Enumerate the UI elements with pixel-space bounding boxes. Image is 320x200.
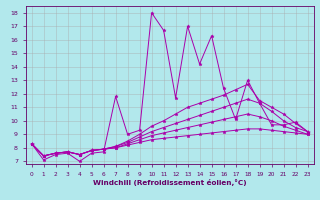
X-axis label: Windchill (Refroidissement éolien,°C): Windchill (Refroidissement éolien,°C) xyxy=(93,179,246,186)
